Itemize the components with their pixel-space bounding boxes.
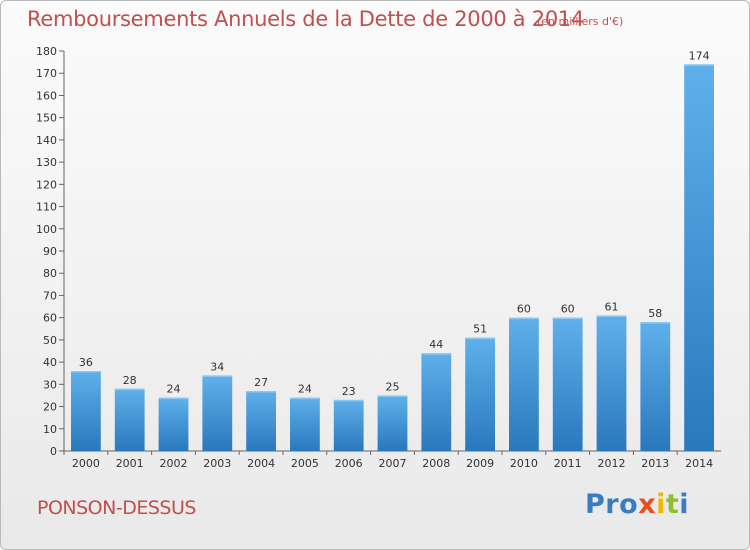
bar xyxy=(114,388,145,451)
bar-highlight xyxy=(290,397,320,400)
bar-value-label: 51 xyxy=(473,323,487,336)
chart-subtitle: (en milliers d'€) xyxy=(537,15,624,28)
bar-value-label: 36 xyxy=(79,356,93,369)
bar-value-label: 25 xyxy=(386,380,400,393)
bars: 36 28 24 34 27 24 23 25 44 51 60 60 61 58 174 xyxy=(71,49,714,452)
bar-highlight xyxy=(465,337,495,340)
bar-value-label: 58 xyxy=(648,307,662,320)
x-tick-label: 2013 xyxy=(641,457,669,470)
bar-highlight xyxy=(377,395,408,397)
bar-highlight xyxy=(202,375,233,377)
bar-value-label: 60 xyxy=(561,303,575,316)
bar xyxy=(421,353,452,451)
bar xyxy=(246,391,276,451)
y-tick-label: 10 xyxy=(43,423,57,436)
y-tick-label: 50 xyxy=(43,334,57,347)
y-tick-label: 140 xyxy=(36,134,57,147)
bar xyxy=(290,397,320,451)
bar-highlight xyxy=(509,317,539,320)
y-tick-label: 30 xyxy=(43,378,57,391)
y-tick-label: 110 xyxy=(36,201,57,214)
bar xyxy=(377,395,408,451)
x-tick-label: 2004 xyxy=(247,457,275,470)
bar xyxy=(158,397,189,451)
logo-letter: o xyxy=(619,489,639,520)
y-tick-label: 70 xyxy=(43,289,57,302)
y-tick-label: 0 xyxy=(50,445,57,458)
bar-highlight xyxy=(114,388,145,391)
proxiti-logo: Proxiti xyxy=(585,489,689,520)
bar xyxy=(552,317,583,451)
bar xyxy=(684,64,714,452)
bar-highlight xyxy=(246,391,276,393)
logo-letter: i xyxy=(656,489,666,520)
x-tick-label: 2006 xyxy=(335,457,363,470)
x-tick-label: 2009 xyxy=(466,457,494,470)
bar xyxy=(509,317,539,451)
y-tick-label: 60 xyxy=(43,312,57,325)
y-tick-label: 40 xyxy=(43,356,57,369)
bar-value-label: 174 xyxy=(689,49,710,62)
bar-highlight xyxy=(552,317,583,320)
bar-value-label: 27 xyxy=(254,376,268,389)
bar xyxy=(202,375,233,451)
x-tick-label: 2011 xyxy=(554,457,582,470)
y-tick-label: 180 xyxy=(36,45,57,58)
bar-value-label: 44 xyxy=(429,338,443,351)
logo-letter: r xyxy=(605,489,620,520)
logo-letter: P xyxy=(585,489,606,520)
x-tick-label: 2010 xyxy=(510,457,538,470)
x-tick-label: 2007 xyxy=(379,457,407,470)
bar xyxy=(465,337,495,451)
bar-value-label: 28 xyxy=(123,374,137,387)
bar-highlight xyxy=(596,315,627,317)
y-tick-label: 20 xyxy=(43,401,57,414)
x-tick-label: 2014 xyxy=(685,457,713,470)
y-tick-label: 120 xyxy=(36,178,57,191)
y-tick-label: 90 xyxy=(43,245,57,258)
y-tick-label: 160 xyxy=(36,89,57,102)
bar-value-label: 34 xyxy=(210,360,224,373)
bar-value-label: 24 xyxy=(298,383,312,396)
bar-highlight xyxy=(71,371,101,373)
x-tick-label: 2008 xyxy=(422,457,450,470)
bar-value-label: 61 xyxy=(605,300,619,313)
x-tick-label: 2005 xyxy=(291,457,319,470)
bar xyxy=(333,399,364,451)
bar-value-label: 60 xyxy=(517,303,531,316)
chart-title: Remboursements Annuels de la Dette de 20… xyxy=(27,7,584,31)
logo-letter: x xyxy=(638,489,657,520)
logo-letter: i xyxy=(679,489,690,520)
logo-letter: t xyxy=(665,489,680,520)
y-tick-label: 130 xyxy=(36,156,57,169)
bar-highlight xyxy=(421,353,452,355)
y-tick-label: 100 xyxy=(36,223,57,236)
x-axis: 2000 2001 2002 2003 2004 2005 2006 2007 2008 2009… xyxy=(63,450,721,470)
x-tick-label: 2001 xyxy=(116,457,144,470)
bar-value-label: 23 xyxy=(342,385,356,398)
y-axis: 0 10 20 30 40 50 60 70 80 90 100 110 120 130 140 150 160… xyxy=(36,45,65,458)
x-tick-label: 2002 xyxy=(160,457,188,470)
bar xyxy=(640,322,671,451)
y-tick-label: 80 xyxy=(43,267,57,280)
commune-name: PONSON-DESSUS xyxy=(37,497,196,519)
bar-highlight xyxy=(158,397,189,400)
bar-highlight xyxy=(333,399,364,402)
bar-highlight xyxy=(640,322,671,324)
bar xyxy=(596,315,627,451)
bar-value-label: 24 xyxy=(167,383,181,396)
x-tick-label: 2012 xyxy=(598,457,626,470)
bar-chart: 0 10 20 30 40 50 60 70 80 90 100 110 120 130 140 150 160… xyxy=(36,45,721,470)
x-tick-label: 2000 xyxy=(72,457,100,470)
bar-highlight xyxy=(684,64,714,66)
bar xyxy=(71,371,101,451)
y-tick-label: 170 xyxy=(36,67,57,80)
x-tick-label: 2003 xyxy=(203,457,231,470)
y-tick-label: 150 xyxy=(36,112,57,125)
